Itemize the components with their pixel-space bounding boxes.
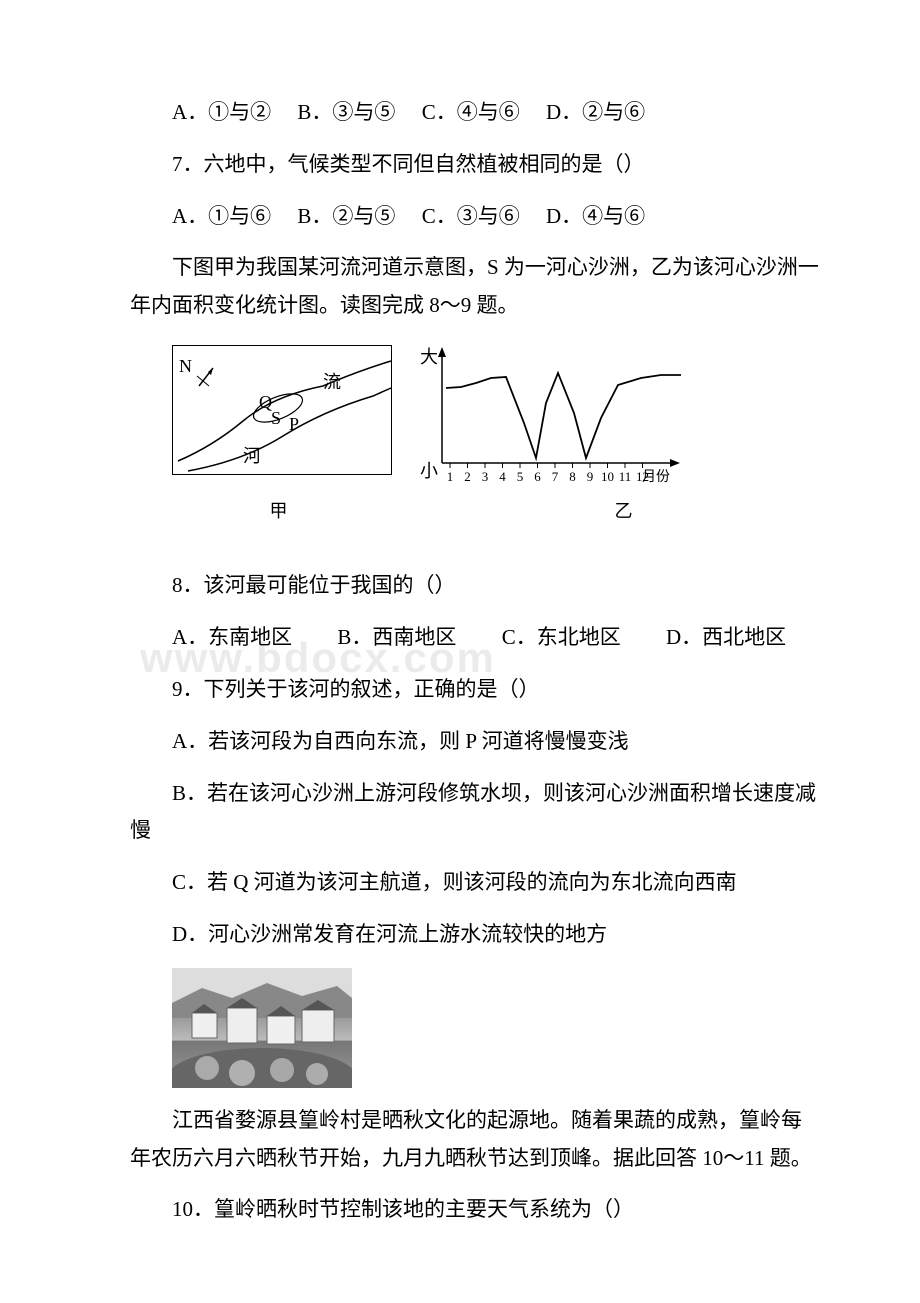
q7-options: A．①与⑥ B．②与⑤ C．③与⑥ D．④与⑥ — [130, 198, 820, 236]
svg-text:11: 11 — [619, 469, 632, 484]
chart-box: 大 小 123456789101112 月份 — [412, 345, 682, 475]
q7-stem: 7．六地中，气候类型不同但自然植被相同的是（） — [130, 146, 820, 184]
q8-opt-c: C．东北地区 — [502, 625, 621, 649]
river-intro: 下图甲为我国某河流河道示意图，S 为一河心沙洲，乙为该河心沙洲一年内面积变化统计… — [130, 249, 820, 325]
y-axis-bot: 小 — [420, 455, 438, 487]
q6-opt-d: D．②与⑥ — [546, 100, 645, 124]
map-wrapper: N Q S P 流 河 — [172, 345, 392, 475]
svg-text:8: 8 — [569, 469, 576, 484]
svg-text:2: 2 — [464, 469, 471, 484]
q9-opt-c: C．若 Q 河道为该河主航道，则该河段的流向为东北流向西南 — [130, 864, 820, 902]
huangling-intro: 江西省婺源县篁岭村是晒秋文化的起源地。随着果蔬的成熟，篁岭每年农历六月六晒秋节开… — [130, 1102, 820, 1178]
map-caption: 甲 — [270, 495, 288, 527]
q10-stem: 10．篁岭晒秋时节控制该地的主要天气系统为（） — [130, 1191, 820, 1229]
river-label: 河 — [243, 440, 261, 472]
q7-opt-c: C．③与⑥ — [422, 204, 520, 228]
q6-opt-b: B．③与⑤ — [297, 100, 395, 124]
q9-opt-d: D．河心沙洲常发育在河流上游水流较快的地方 — [130, 916, 820, 954]
photo-svg — [172, 968, 352, 1088]
svg-text:1: 1 — [447, 469, 454, 484]
svg-text:6: 6 — [534, 469, 541, 484]
q8-opt-b: B．西南地区 — [337, 625, 456, 649]
village-photo — [172, 968, 352, 1088]
q9-opt-b: B．若在该河心沙洲上游河段修筑水坝，则该河心沙洲面积增长速度减慢 — [130, 775, 820, 851]
svg-text:9: 9 — [587, 469, 594, 484]
figure-captions: 甲 乙 — [166, 495, 676, 527]
svg-text:4: 4 — [499, 469, 506, 484]
svg-text:10: 10 — [601, 469, 614, 484]
y-axis-top: 大 — [420, 341, 438, 373]
q8-stem: 8．该河最可能位于我国的（） — [130, 567, 820, 605]
q7-opt-a: A．①与⑥ — [172, 204, 271, 228]
q9-opt-a: A．若该河段为自西向东流，则 P 河道将慢慢变浅 — [130, 723, 820, 761]
chart-svg: 123456789101112 月份 — [412, 345, 682, 490]
s-label: S — [271, 402, 281, 434]
map-box: N Q S P 流 河 — [172, 345, 392, 475]
svg-text:7: 7 — [552, 469, 559, 484]
svg-text:月份: 月份 — [642, 469, 670, 485]
q8-opt-a: A．东南地区 — [172, 625, 292, 649]
svg-text:3: 3 — [482, 469, 489, 484]
q7-opt-d: D．④与⑥ — [546, 204, 645, 228]
q8-options: A．东南地区 B．西南地区 C．东北地区 D．西北地区 — [130, 619, 820, 657]
q9-stem: 9．下列关于该河的叙述，正确的是（） — [130, 671, 820, 709]
q8-opt-d: D．西北地区 — [666, 625, 786, 649]
svg-text:5: 5 — [517, 469, 524, 484]
q6-opt-c: C．④与⑥ — [422, 100, 520, 124]
q6-opt-a: A．①与② — [172, 100, 271, 124]
chart-caption: 乙 — [615, 495, 633, 527]
q6-options: A．①与② B．③与⑤ C．④与⑥ D．②与⑥ — [130, 94, 820, 132]
figure-row: N Q S P 流 河 大 小 — [172, 345, 820, 475]
river-flow-label: 流 — [323, 366, 341, 398]
q7-opt-b: B．②与⑤ — [297, 204, 395, 228]
p-label: P — [289, 408, 299, 440]
river-svg — [173, 346, 393, 476]
